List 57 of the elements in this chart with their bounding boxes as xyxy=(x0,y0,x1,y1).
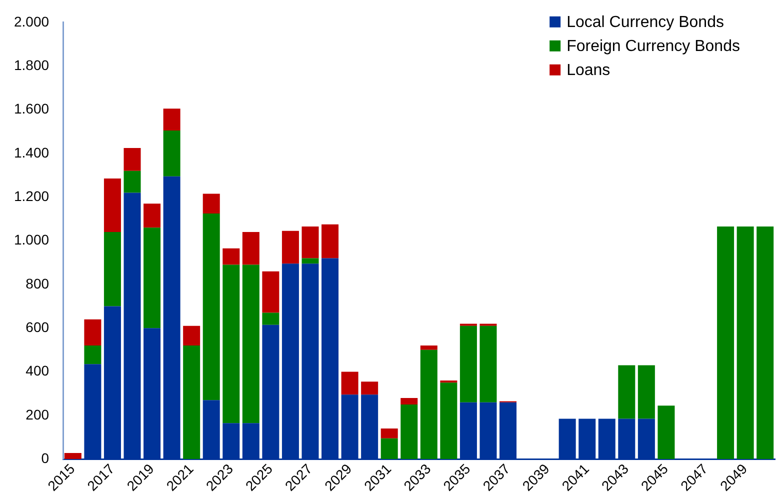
bar xyxy=(658,406,675,460)
y-tick-label: 1.000 xyxy=(14,232,50,248)
y-tick-label: 2.000 xyxy=(14,13,50,30)
bar xyxy=(242,264,260,424)
bar xyxy=(144,204,161,228)
y-tick-label: 600 xyxy=(26,318,50,335)
bar xyxy=(242,232,260,265)
bar xyxy=(480,326,497,402)
bar xyxy=(282,230,299,264)
y-tick-label: 1.200 xyxy=(14,188,50,204)
bar xyxy=(104,232,121,306)
bar xyxy=(302,258,319,264)
bar xyxy=(638,365,655,419)
y-tick-label: 200 xyxy=(26,406,50,422)
y-tick-label: 800 xyxy=(26,275,50,292)
bar xyxy=(183,346,200,460)
bar xyxy=(84,319,102,346)
bar xyxy=(104,178,121,232)
y-tick-label: 400 xyxy=(26,362,50,379)
bar xyxy=(420,350,438,460)
bar xyxy=(84,346,102,364)
bar xyxy=(380,438,398,460)
y-tick-label: 1.600 xyxy=(14,100,50,117)
bar xyxy=(262,271,280,313)
bar xyxy=(400,398,418,405)
bar xyxy=(618,365,636,419)
bar xyxy=(222,264,240,424)
bar xyxy=(420,346,438,350)
bar xyxy=(736,226,754,460)
bar xyxy=(202,194,220,214)
bar xyxy=(64,452,82,460)
bar xyxy=(222,248,240,265)
bar xyxy=(361,382,378,395)
y-tick-label: 0 xyxy=(41,450,50,466)
legend-label: Loans xyxy=(566,62,610,79)
legend-label: Foreign Currency Bonds xyxy=(566,38,740,55)
bar xyxy=(756,226,774,460)
bar xyxy=(341,372,358,395)
bar xyxy=(302,226,319,258)
bar xyxy=(163,130,180,176)
bar xyxy=(400,404,418,460)
bar xyxy=(460,326,477,402)
bar xyxy=(144,228,161,328)
bar xyxy=(380,428,398,438)
bar xyxy=(322,224,339,258)
y-tick-label: 1.800 xyxy=(14,56,50,73)
bar xyxy=(717,226,734,460)
bar xyxy=(124,170,141,193)
bar xyxy=(440,382,458,460)
bar xyxy=(163,108,180,130)
bar xyxy=(124,148,141,171)
bar xyxy=(262,312,280,325)
bar xyxy=(183,326,200,346)
legend-label: Local Currency Bonds xyxy=(566,14,724,31)
y-tick-label: 1.400 xyxy=(14,144,50,160)
bar xyxy=(202,213,220,400)
bar xyxy=(440,380,458,383)
